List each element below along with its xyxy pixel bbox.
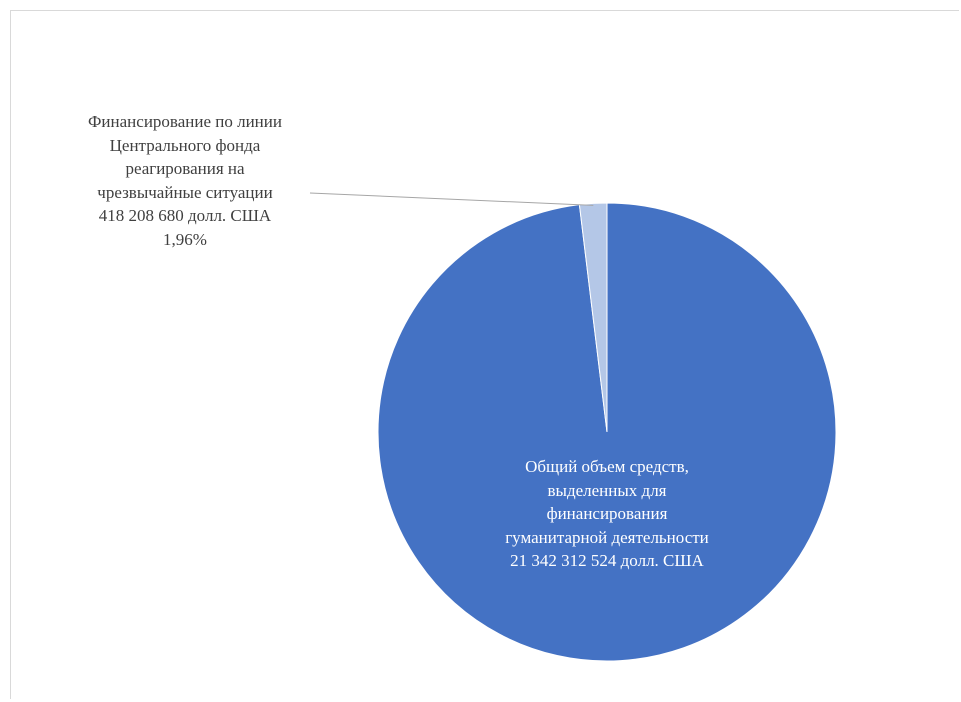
slice-label-line: чрезвычайные ситуации <box>97 182 273 202</box>
leader-line <box>309 192 594 206</box>
slice-label-line: Центрального фонда <box>109 135 261 155</box>
pie-slices <box>377 202 837 662</box>
slice-label-line: выделенных для <box>547 480 667 500</box>
slice-label-line: Финансирование по линии <box>88 112 282 131</box>
slice-label-line: гуманитарной деятельности <box>505 527 709 547</box>
slice-label-line: реагирования на <box>125 159 245 178</box>
slice-label-line: 21 342 312 524 долл. США <box>510 551 704 570</box>
slice-label-cerf-funding: Финансирование по линии Центрального фон… <box>40 110 330 251</box>
slice-label-line: 1,96% <box>163 229 207 249</box>
slice-label-total-funding: Общий объем средств, выделенных для фина… <box>462 455 752 573</box>
slice-label-line: 418 208 680 долл. США <box>98 206 272 225</box>
slice-label-line: финансирования <box>546 504 668 523</box>
chart-frame <box>10 10 959 699</box>
slice-label-line: Общий объем средств, <box>525 457 689 476</box>
